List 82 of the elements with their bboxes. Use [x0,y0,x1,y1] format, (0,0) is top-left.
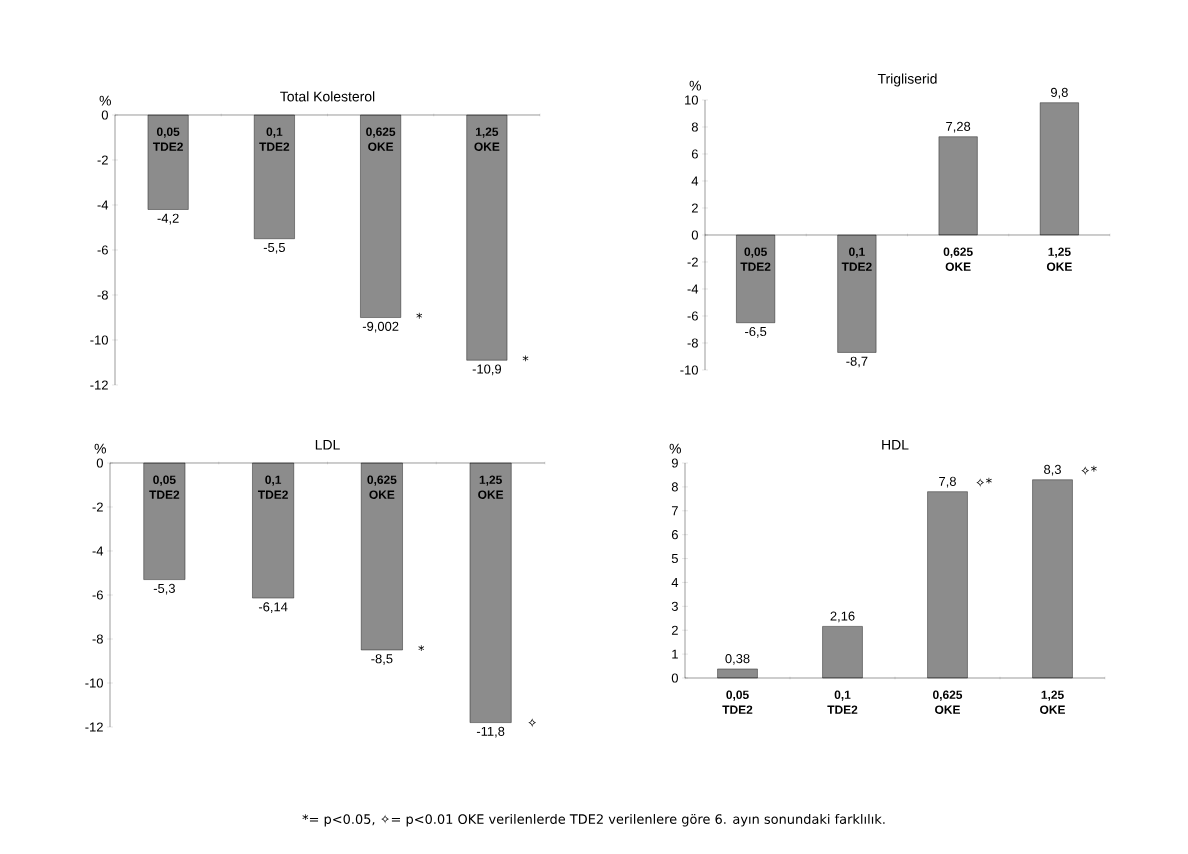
y-tick-label: -8 [92,634,103,644]
data-label: 7,8 [939,476,956,488]
y-axis-title: % [94,443,106,454]
data-label: -4,2 [157,213,179,225]
y-tick-label: 6 [671,530,678,540]
y-tick-label: -2 [92,502,103,512]
y-tick-label: 4 [671,577,679,587]
data-label: -8,7 [846,356,868,368]
x-tick-label: 0,1 TDE2 [259,127,290,151]
y-axis-title: % [669,443,681,454]
x-tick-label: 0,05 TDE2 [149,475,180,499]
y-tick-label: 2 [671,625,678,635]
data-label: -5,5 [263,242,285,254]
y-axis-title: % [99,95,111,106]
annotation: ✧* [1080,465,1097,476]
x-tick-label: 0,1 TDE2 [841,247,872,271]
annotation: * [418,645,425,652]
y-tick-label: 3 [671,601,678,611]
data-label: -8,5 [371,654,393,665]
chart-title: Total Kolesterol [280,91,375,102]
y-tick-label: -8 [687,338,698,348]
x-tick-label: 0,625 OKE [933,690,963,714]
data-label: -6,14 [258,602,288,613]
chart-title: Trigliserid [877,73,937,87]
y-tick-label: 8 [671,482,678,492]
annotation: ✧ [527,717,538,728]
y-tick-label: 0 [101,110,108,120]
data-label: 9,8 [1051,87,1068,99]
data-label: -5,3 [153,583,175,595]
y-tick-label: 9 [671,458,678,468]
y-tick-label: -10 [90,335,108,345]
y-tick-label: 0 [671,673,678,683]
text: *= p<0.05, ✧= p<0.01 OKE verilenlerde TDE2 verilenlere göre 6. ayın sonundaki farklılık. [302,813,885,827]
y-axis-title: % [689,80,701,91]
y-tick-label: -2 [97,155,108,165]
data-label: -11,8 [476,726,505,738]
x-tick-label: 0,05 TDE2 [152,127,183,151]
y-tick-label: -4 [92,546,104,556]
y-tick-label: -2 [687,257,698,267]
x-tick-label: 0,05 TDE2 [740,247,771,271]
annotation: * [416,312,423,319]
y-tick-label: 10 [685,95,698,105]
x-tick-label: 1,25 OKE [474,127,500,151]
y-tick-label: -6 [92,590,103,600]
y-tick-label: 5 [671,554,678,564]
chart-title: HDL [882,439,909,450]
annotation: ✧* [975,477,992,488]
data-label: 7,28 [946,121,971,133]
data-label: 2,16 [830,611,855,623]
data-label: -10,9 [472,364,502,376]
y-tick-label: 6 [691,149,698,159]
x-tick-label: 0,625 OKE [943,247,973,271]
data-label: 0,38 [725,654,750,665]
x-tick-label: 1,25 OKE [1040,690,1065,714]
y-tick-label: -4 [687,284,699,294]
y-tick-label: 2 [691,203,698,213]
data-label: -6,5 [745,326,767,338]
y-tick-label: -8 [97,290,108,300]
y-tick-label: 0 [691,230,698,240]
x-tick-label: 0,625 OKE [367,475,397,499]
y-tick-label: -6 [687,311,698,321]
y-tick-label: -10 [85,678,103,688]
y-tick-label: 1 [672,649,678,659]
y-tick-label: -4 [97,200,109,210]
data-label: 8,3 [1044,464,1061,476]
x-tick-label: 1,25 OKE [1046,247,1072,271]
y-tick-label: -12 [85,722,103,732]
y-tick-label: 8 [691,122,698,132]
y-tick-label: 7 [671,506,678,516]
x-tick-label: 0,625 OKE [366,127,396,151]
annotation: * [522,355,529,362]
data-label: -9,002 [362,321,399,333]
y-tick-label: 0 [96,458,103,468]
x-tick-label: 0,1 TDE2 [257,475,288,499]
y-tick-label: 4 [691,176,699,186]
x-tick-label: 0,1 TDE2 [827,690,858,714]
y-tick-label: -10 [680,365,698,375]
x-tick-label: 0,05 TDE2 [722,690,753,714]
y-tick-label: -12 [90,380,108,390]
x-tick-label: 1,25 OKE [478,475,504,499]
chart-title: LDL [315,439,340,450]
y-tick-label: -6 [97,245,108,255]
